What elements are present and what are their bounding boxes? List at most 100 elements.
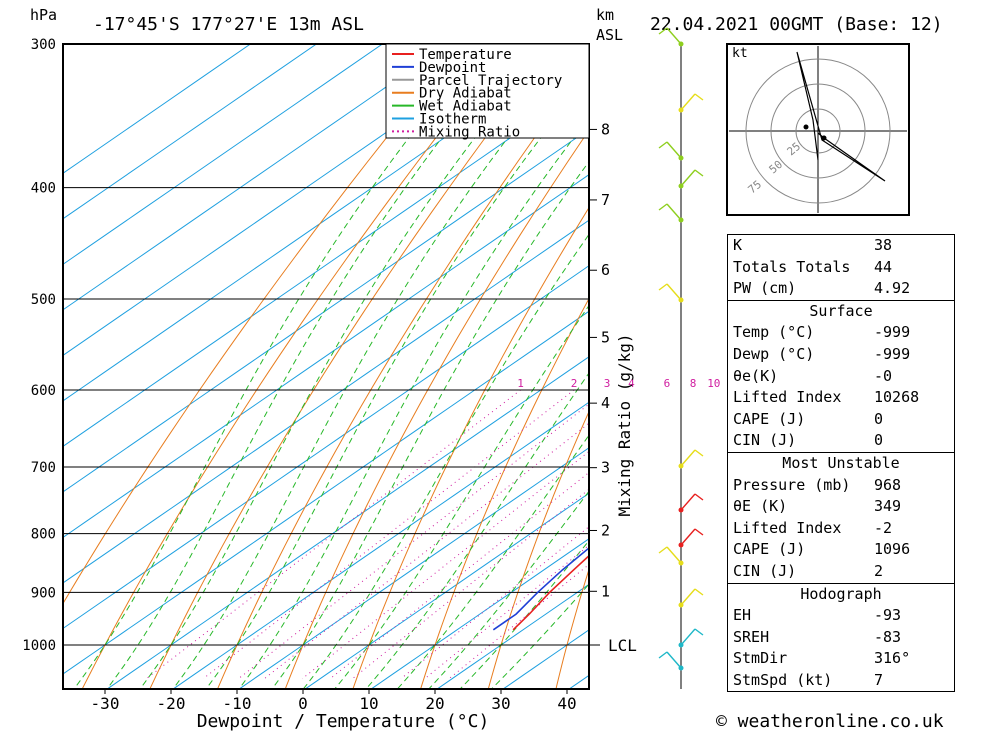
wind-barb-feather: [658, 141, 668, 149]
pressure-tick-label: 800: [31, 527, 56, 543]
isotherm-line: [238, 447, 589, 689]
table-row: Temp (°C) -999: [733, 323, 911, 342]
wind-barb-dot: [678, 507, 684, 513]
legend-label: Isotherm: [419, 112, 486, 128]
axis-ticks: 300 400 500 600 700 800 900 1000 -30 -20 -10 0 10 20 3…: [22, 37, 610, 713]
legend-label: Wet Adiabat: [419, 99, 512, 115]
pressure-tick-label: 900: [31, 585, 56, 601]
wind-barb: [666, 141, 682, 159]
table-row: CAPE (J) 0: [733, 409, 884, 428]
wet-adiabat-line: [172, 44, 584, 689]
pressure-tick-label: 700: [31, 460, 56, 476]
km-tick-label: 7: [601, 191, 610, 209]
mixing-ratio-line: [146, 389, 521, 680]
location-title: -17°45'S 177°27'E 13m ASL: [93, 14, 364, 35]
x-tick-label: -30: [91, 694, 120, 713]
table-row: θe(K) -0: [733, 366, 893, 385]
wind-barb-feather: [658, 546, 668, 554]
wind-barb-dot: [678, 155, 684, 161]
table-row: K 38: [733, 236, 893, 254]
x-tick-label: 30: [491, 694, 510, 713]
table-row: Lifted Index -2: [733, 518, 893, 537]
table-row: θE (K) 349: [733, 497, 902, 516]
isotherm-line: [172, 401, 589, 689]
legend-label: Dewpoint: [419, 60, 486, 76]
wind-barb-feather: [658, 651, 668, 659]
wind-barb: [680, 93, 696, 111]
table-row: PW (cm) 4.92: [733, 279, 911, 298]
wet-adiabat-line: [490, 583, 589, 689]
legend-label: Temperature: [419, 47, 512, 63]
wind-barb: [680, 493, 696, 511]
dry-adiabat-line: [962, 0, 1000, 693]
pressure-tick-label: 400: [31, 181, 56, 197]
wind-barb-dot: [678, 665, 684, 671]
stats-table: K 38 Totals Totals 44 PW (cm) 4.92 Surface …: [727, 234, 955, 693]
x-tick-label: 20: [425, 694, 444, 713]
pressure-tick-label: 500: [31, 292, 56, 308]
wind-barb-dot: [678, 183, 684, 189]
wind-barb-feather: [694, 628, 704, 636]
wet-adiabat-line: [238, 117, 589, 689]
section-title: Surface: [809, 301, 873, 320]
pressure-tick-label: 600: [31, 383, 56, 399]
dry-adiabat-line: [420, 297, 589, 689]
wind-barb-dot: [678, 217, 684, 223]
x-tick-label: -20: [157, 694, 186, 713]
isotherm-line: [63, 219, 589, 584]
km-unit-label: km: [596, 6, 614, 24]
isotherm-line: [304, 492, 589, 689]
mixing-ratio-line: [263, 422, 589, 680]
wind-barb-dot: [678, 297, 684, 303]
mixing-ratio-value: 2: [571, 377, 578, 390]
km-tick-label: 2: [601, 521, 610, 539]
dry-adiabat-line: [352, 206, 589, 689]
wet-adiabat-line: [396, 434, 589, 689]
legend-label: Parcel Trajectory: [419, 73, 562, 89]
asl-unit-label: ASL: [596, 26, 623, 44]
wind-barb: [666, 651, 682, 669]
wind-barb: [680, 449, 696, 467]
table-row: Dewp (°C) -999: [733, 344, 911, 363]
table-row: CIN (J) 2: [733, 561, 884, 580]
wet-adiabat-line: [271, 160, 589, 689]
wind-barb-feather: [694, 449, 704, 457]
table-row: EH -93: [733, 606, 902, 625]
isotherm-line: [370, 538, 589, 689]
table-row: SREH -83: [733, 627, 902, 646]
x-tick-label: -10: [223, 694, 252, 713]
wind-barb-dot: [678, 542, 684, 548]
isotherm-line: [106, 356, 589, 689]
x-tick-label: 40: [557, 694, 576, 713]
km-tick-label: 5: [601, 328, 610, 346]
mixing-ratio-value: 4: [628, 377, 635, 390]
wet-adiabat-line: [334, 304, 589, 689]
hodograph-ring: [795, 108, 841, 154]
section-title: Hodograph: [800, 584, 882, 603]
wet-adiabat-line: [106, 44, 518, 689]
mixing-ratio-value: 8: [690, 377, 697, 390]
indices-section: K 38 Totals Totals 44 PW (cm) 4.92: [728, 235, 954, 300]
x-tick-label: 0: [298, 694, 308, 713]
wet-adiabat-line: [73, 44, 485, 689]
wind-barb-feather: [694, 588, 704, 596]
table-row: StmSpd (kt) 7: [733, 670, 884, 689]
isotherm-line: [63, 83, 589, 447]
mixing-ratio-value: 6: [664, 377, 671, 390]
sounding-profiles: [492, 546, 589, 631]
km-tick-label: 8: [601, 120, 610, 138]
wet-adiabat-line: [205, 75, 589, 689]
wind-barb-dot: [678, 107, 684, 113]
hodograph-ring: [770, 83, 866, 179]
plot-frame: [62, 43, 590, 690]
wind-barb-feather: [658, 203, 668, 211]
mixing-ratio-line: [238, 403, 589, 680]
storm-motion-dot: [803, 124, 809, 130]
dry-adiabat-line: [487, 410, 589, 689]
table-row: CIN (J) 0: [733, 431, 884, 450]
mixing-ratio-value: 1: [517, 377, 524, 390]
legend-label: Mixing Ratio: [419, 124, 520, 140]
wind-barb-feather: [694, 169, 704, 177]
